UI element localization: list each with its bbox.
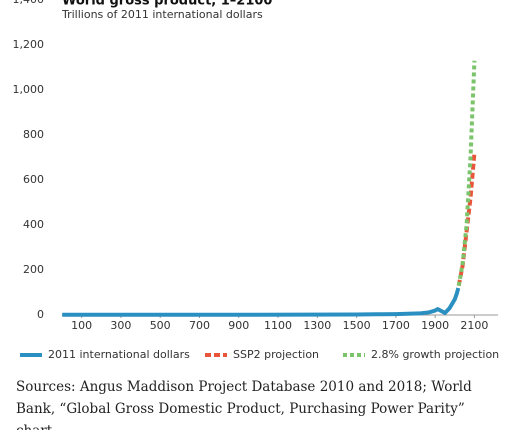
x-tick-label: 1300: [303, 319, 331, 332]
source-note: Sources: Angus Maddison Project Database…: [16, 379, 472, 430]
x-tick-label: 1900: [421, 319, 449, 332]
x-tick-label: 1700: [382, 319, 410, 332]
x-tick-label: 1500: [343, 319, 371, 332]
y-tick-label: 0: [37, 308, 44, 321]
y-tick-label: 1,400: [13, 0, 45, 6]
y-tick-label: 1,000: [13, 83, 45, 96]
y-tick-label: 400: [23, 218, 44, 231]
chart-title: World gross product, 1–2100: [62, 0, 272, 9]
legend-label: 2.8% growth projection: [371, 348, 499, 361]
series-line: [62, 287, 461, 317]
x-tick-label: 100: [71, 319, 92, 332]
legend-label: 2011 international dollars: [48, 348, 190, 361]
chart: World gross product, 1–2100 Trillions of…: [13, 0, 500, 361]
legend-label: SSP2 projection: [233, 348, 319, 361]
chart-subtitle: Trillions of 2011 international dollars: [61, 8, 263, 21]
series-line: [456, 60, 477, 287]
x-tick-label: 2100: [460, 319, 488, 332]
y-tick-label: 600: [23, 173, 44, 186]
x-tick-label: 300: [110, 319, 131, 332]
x-tick-label: 700: [189, 319, 210, 332]
x-tick-label: 900: [228, 319, 249, 332]
series-line: [456, 152, 477, 287]
x-tick-label: 500: [150, 319, 171, 332]
y-tick-label: 200: [23, 263, 44, 276]
y-tick-label: 1,200: [13, 38, 45, 51]
x-tick-label: 1100: [264, 319, 292, 332]
y-tick-label: 800: [23, 128, 44, 141]
